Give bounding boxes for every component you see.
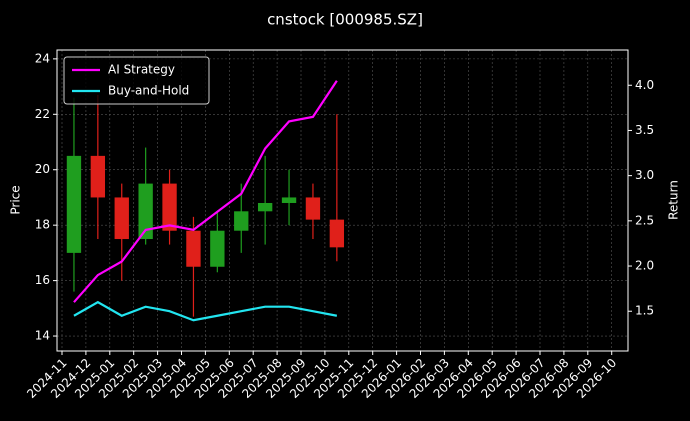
y-tick-label: 18: [35, 218, 50, 232]
y2-axis-label: Return: [667, 180, 681, 220]
candle-body: [281, 197, 297, 203]
series-line: [73, 80, 338, 303]
y2-tick-label: 2.0: [635, 259, 654, 273]
candle-body: [234, 211, 249, 231]
y2-tick-label: 3.0: [635, 168, 654, 182]
y-axis-label: Price: [9, 185, 23, 214]
candle-body: [257, 202, 273, 212]
y2-tick-label: 3.5: [635, 123, 654, 137]
y-tick-label: 22: [35, 107, 50, 121]
legend-box: [63, 56, 210, 105]
candle-body: [66, 155, 82, 253]
y2-tick-label: 4.0: [635, 78, 654, 92]
legend-label: AI Strategy: [108, 63, 175, 77]
candle-body: [90, 155, 106, 198]
y2-tick-label: 2.5: [635, 213, 654, 227]
series-line: [73, 300, 338, 322]
y-tick-label: 24: [35, 51, 50, 65]
y-tick-label: 14: [35, 329, 50, 343]
chart-title: cnstock [000985.SZ]: [267, 11, 423, 29]
candle-body: [329, 219, 345, 248]
candle-body: [114, 197, 129, 240]
candle-body: [162, 183, 177, 231]
plot-frame: [56, 49, 629, 352]
candle-body: [210, 230, 225, 267]
y2-tick-label: 1.5: [635, 304, 654, 318]
legend-label: Buy-and-Hold: [108, 84, 189, 98]
y-tick-label: 20: [35, 162, 50, 176]
candle-body: [186, 230, 201, 267]
candle-body: [305, 197, 321, 220]
y-tick-label: 16: [35, 273, 50, 287]
candle-body: [138, 183, 153, 240]
